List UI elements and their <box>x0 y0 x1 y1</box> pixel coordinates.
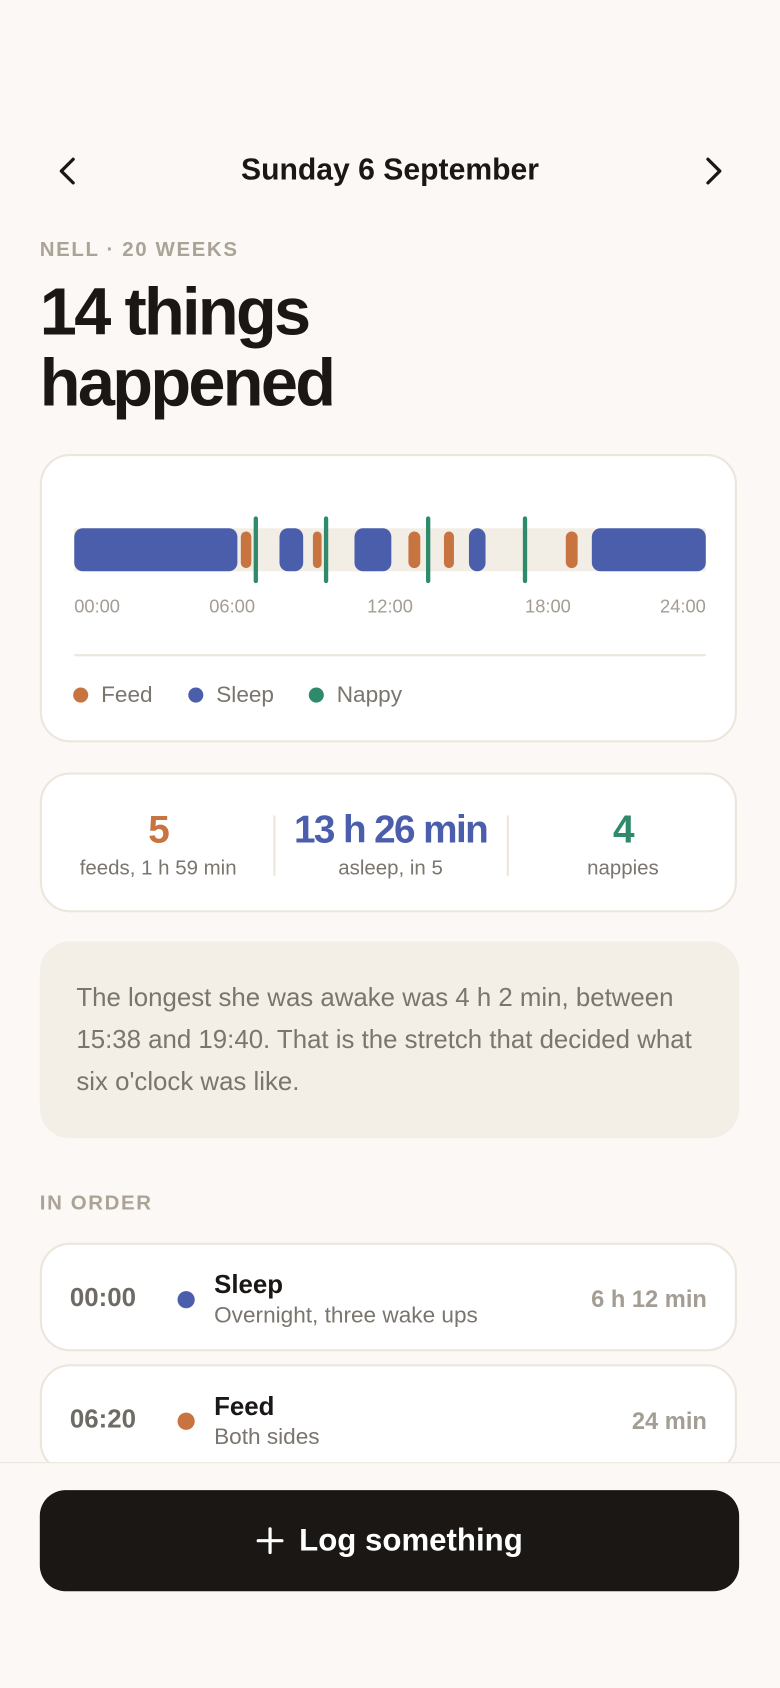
segment <box>240 531 252 569</box>
x-tick-label: 24:00 <box>660 596 706 617</box>
legend-label: Nappy <box>337 682 403 707</box>
plus-icon <box>256 1527 284 1555</box>
event-row[interactable]: 00:00 Sleep Overnight, three wake ups 6 h 1… <box>39 1242 737 1352</box>
section-title: IN ORDER <box>39 1192 153 1215</box>
summary-card: 5 feeds, 1 h 59 min 13 h 26 min asleep, in … <box>39 772 737 913</box>
log-button[interactable]: Log something <box>39 1490 740 1592</box>
divider <box>506 815 509 876</box>
summary-label: feeds, 1 h 59 min <box>79 857 237 881</box>
legend-label: Sleep <box>216 682 274 707</box>
segment <box>279 528 304 572</box>
event-time: 00:00 <box>69 1283 136 1313</box>
segment <box>74 528 238 572</box>
event-time: 06:20 <box>69 1405 136 1435</box>
next-button[interactable] <box>699 155 727 187</box>
x-tick-label: 18:00 <box>525 596 571 617</box>
timeline: 00:00 06:00 12:00 18:00 24:00 Feed Sleep Nappy <box>73 516 706 707</box>
event-line <box>522 516 528 584</box>
summary-value: 4 <box>612 806 635 852</box>
x-tick-label: 12:00 <box>367 596 413 617</box>
summary-label: asleep, in 5 <box>338 857 443 881</box>
timeline-card: 00:00 06:00 12:00 18:00 24:00 Feed Sleep Nappy <box>39 454 737 743</box>
segment <box>565 531 578 569</box>
summary-value: 5 <box>148 806 170 852</box>
button-label: Log something <box>299 1522 523 1558</box>
insight-text: The longest she was awake was 4 h 2 min,… <box>76 983 692 1097</box>
event-duration: 24 min <box>631 1407 707 1435</box>
event-line <box>253 516 258 584</box>
date-title: Sunday 6 September <box>241 152 540 187</box>
event-kind: Sleep <box>214 1270 283 1300</box>
event-note: Both sides <box>214 1424 320 1450</box>
segment <box>408 531 421 569</box>
segment <box>591 528 706 572</box>
insight-card: The longest she was awake was 4 h 2 min,… <box>39 941 740 1139</box>
event-row[interactable]: 06:20 Feed Both sides 24 min <box>39 1364 737 1473</box>
segment <box>354 528 392 572</box>
summary-label: nappies <box>587 857 659 881</box>
summary-value: 13 h 26 min <box>293 806 489 852</box>
event-duration: 6 h 12 min <box>591 1285 707 1313</box>
bottom-bar: Log something <box>0 1462 780 1688</box>
divider <box>273 815 276 876</box>
segment <box>312 531 322 569</box>
event-dot <box>177 1412 195 1430</box>
event-dot <box>177 1291 195 1309</box>
segment <box>468 528 486 572</box>
headline: 14 things happened <box>39 275 336 421</box>
event-line <box>323 516 329 584</box>
legend-label: Feed <box>101 682 152 707</box>
eyebrow: NELL · 20 WEEKS <box>39 238 239 262</box>
x-tick-label: 06:00 <box>209 596 255 617</box>
legend-dot <box>308 687 324 703</box>
segment <box>443 531 454 569</box>
event-line <box>426 516 431 584</box>
legend-dot <box>188 687 204 703</box>
back-button[interactable] <box>54 155 82 187</box>
legend-dot <box>73 687 89 703</box>
event-note: Overnight, three wake ups <box>214 1302 478 1328</box>
x-tick-label: 00:00 <box>74 596 120 617</box>
event-kind: Feed <box>214 1392 275 1422</box>
